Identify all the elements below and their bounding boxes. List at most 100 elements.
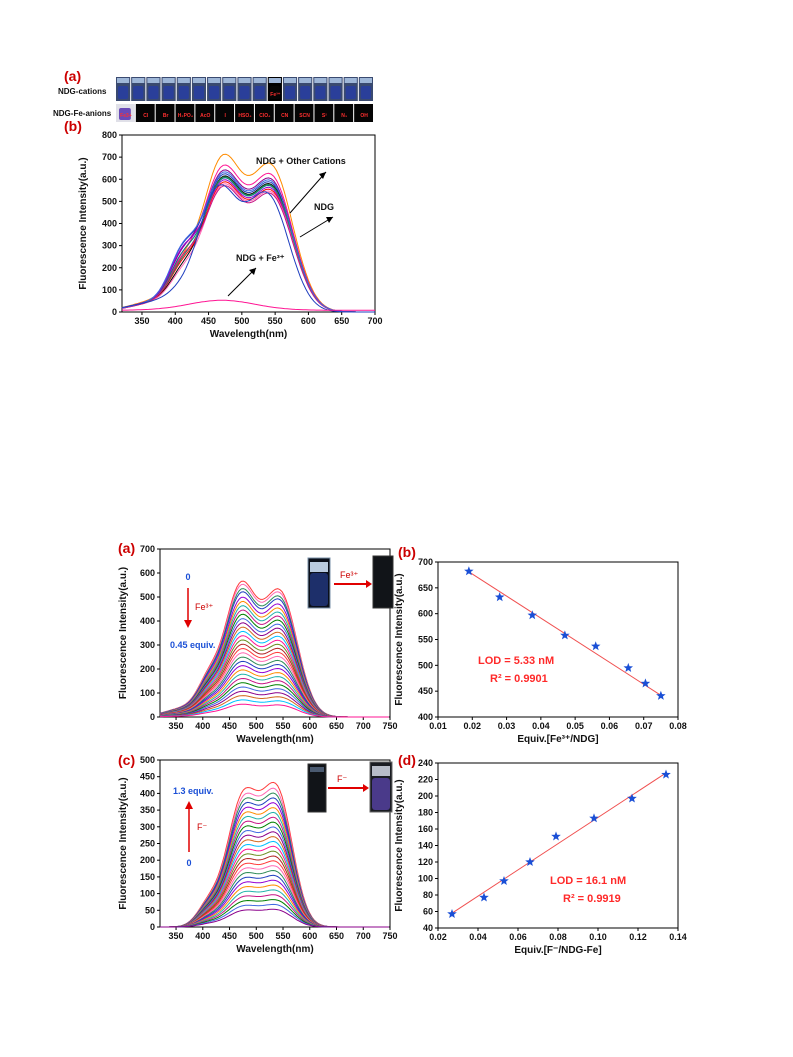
vial-cap xyxy=(253,78,266,83)
x-tick-label: 650 xyxy=(329,721,344,731)
x-tick-label: 0.02 xyxy=(464,721,482,731)
x-axis-label: Wavelength(nm) xyxy=(236,944,313,955)
y-tick-label: 0 xyxy=(150,922,155,932)
y-tick-label: 40 xyxy=(423,923,433,933)
x-tick-label: 0.04 xyxy=(469,932,487,942)
spectrum-series xyxy=(122,299,375,311)
y-tick-label: 50 xyxy=(145,905,155,915)
x-tick-label: 450 xyxy=(222,931,237,941)
y-tick-label: 500 xyxy=(418,660,433,670)
data-point-star xyxy=(623,662,633,672)
vial-label: ClO₄ xyxy=(259,113,271,119)
vial-solution xyxy=(269,86,280,99)
vial-cap xyxy=(268,78,281,83)
y-tick-label: 240 xyxy=(418,758,433,768)
c-f-label: F⁻ xyxy=(197,822,207,832)
x-tick-label: 0.10 xyxy=(589,932,607,942)
top-spectra-chart: 350 400 450 500 550 600 650 700 0 100 200 300 400 500… xyxy=(78,130,383,340)
annotation-ndg-fe: NDG + Fe³⁺ xyxy=(236,253,285,263)
plot-frame xyxy=(437,762,679,929)
row2-label: NDG-Fe-anions xyxy=(53,109,112,118)
data-point-star xyxy=(495,592,505,602)
cation-vial xyxy=(343,77,358,101)
vial-body xyxy=(314,104,334,122)
vial-body xyxy=(254,104,274,122)
vial-solution xyxy=(163,86,174,99)
data-point-star xyxy=(627,793,637,803)
data-point-star xyxy=(551,831,561,841)
plot-frame xyxy=(159,548,391,718)
b-lod-text: LOD = 5.33 nM xyxy=(478,655,554,667)
data-point-star xyxy=(447,909,457,918)
anion-vial: Cl xyxy=(135,104,155,122)
anion-vial: Br xyxy=(155,104,175,122)
x-tick-label: 700 xyxy=(356,931,371,941)
data-point-star xyxy=(525,857,535,866)
spectrum-series xyxy=(160,703,389,718)
vial-label: OH xyxy=(360,113,368,119)
x-tick-label: 600 xyxy=(302,931,317,941)
x-tick-label: 650 xyxy=(329,931,344,941)
vial-body xyxy=(175,104,195,122)
y-tick-label: 400 xyxy=(140,616,155,626)
spectrum-series xyxy=(160,811,389,928)
spectrum-series xyxy=(160,816,389,928)
x-axis-label: Wavelength(nm) xyxy=(236,734,313,745)
y-tick-label: 600 xyxy=(140,568,155,578)
cation-vial xyxy=(146,77,161,101)
y-tick-label: 200 xyxy=(418,791,433,801)
y-tick-label: 100 xyxy=(140,889,155,899)
spectrum-series xyxy=(160,845,389,928)
x-tick-label: 0.03 xyxy=(498,721,516,731)
bottom-a-chart: 350 400 450 500 550 600 650 700 750 0 100 200 300 400… xyxy=(118,544,398,745)
x-tick-label: 0.12 xyxy=(629,932,647,942)
anion-vial: CN xyxy=(274,104,294,122)
y-tick-label: 0 xyxy=(112,307,117,317)
x-tick-label: 450 xyxy=(222,721,237,731)
cation-vial xyxy=(358,77,373,101)
bottom-label-a: (a) xyxy=(118,540,135,556)
x-tick-label: 0.07 xyxy=(635,721,653,731)
x-tick-label: 600 xyxy=(301,316,316,326)
spectrum-series xyxy=(160,908,389,928)
cation-vial xyxy=(237,77,252,101)
cation-vial xyxy=(313,77,328,101)
y-tick-label: 700 xyxy=(140,544,155,554)
spectrum-series xyxy=(160,781,389,928)
vial-solution xyxy=(254,86,265,99)
cation-vial xyxy=(207,77,222,101)
anion-vial: OH xyxy=(354,104,373,122)
vial-label: Cl xyxy=(143,113,149,119)
vial-solution xyxy=(224,86,235,99)
y-axis-label: Fluorescence Intensity(a.u.) xyxy=(118,567,129,699)
y-axis-label: Fluorescence Intensity(a.u.) xyxy=(394,573,405,705)
cation-vial-strip: Fe³⁺ xyxy=(116,77,373,101)
c-inset-vials xyxy=(307,761,393,813)
y-tick-label: 500 xyxy=(140,592,155,602)
anion-vial: I xyxy=(215,104,235,122)
x-axis-label: Equiv.[Fe³⁺/NDG] xyxy=(517,734,598,745)
vial-cap xyxy=(177,78,190,83)
x-tick-label: 450 xyxy=(201,316,216,326)
vial-cap xyxy=(314,78,327,83)
c-start-label: 0 xyxy=(186,858,191,868)
anion-vial: ClO₄ xyxy=(254,104,274,122)
vial-body xyxy=(274,104,294,122)
vial-label: Fe³⁺ xyxy=(270,92,281,98)
cation-vial xyxy=(328,77,343,101)
cation-vial xyxy=(222,77,237,101)
y-tick-label: 400 xyxy=(418,712,433,722)
b-r2-text: R² = 0.9901 xyxy=(490,673,548,685)
vial-solution xyxy=(133,86,144,99)
y-tick-label: 250 xyxy=(140,839,155,849)
vial-label: Br xyxy=(163,113,169,119)
bottom-c-chart: 350 400 450 500 550 600 650 700 750 0 50 100 150 200 2… xyxy=(118,755,398,955)
y-tick-label: 0 xyxy=(150,712,155,722)
vial-solution xyxy=(330,86,341,99)
vial-solution xyxy=(300,86,311,99)
vial-solution xyxy=(345,86,356,99)
cation-vial xyxy=(191,77,207,101)
vial-body xyxy=(195,104,215,122)
vial-cap xyxy=(344,78,357,83)
vial-solution xyxy=(239,86,250,99)
